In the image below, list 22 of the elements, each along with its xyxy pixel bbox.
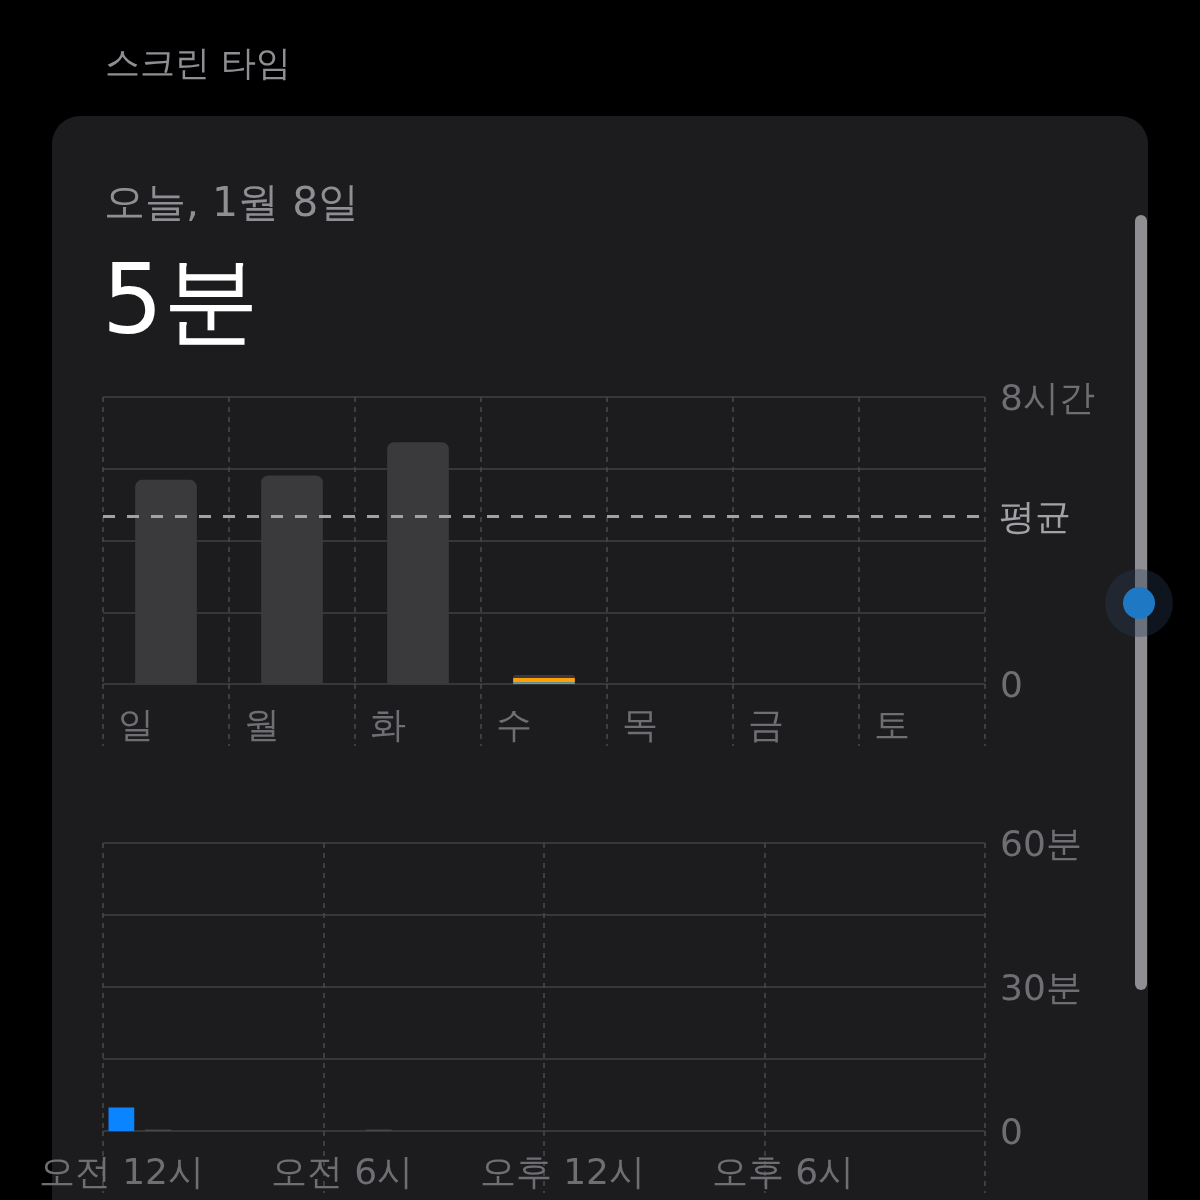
x-tick-label: 금 <box>748 703 784 745</box>
ref-line-label: 평균 <box>999 495 1071 537</box>
y-tick-label: 30분 <box>1000 966 1082 1008</box>
x-tick-label: 오후 6시 <box>711 1150 855 1192</box>
x-tick-label: 토 <box>874 703 910 745</box>
x-tick-label: 오후 12시 <box>479 1150 646 1192</box>
x-tick-label: 목 <box>622 703 658 745</box>
bar <box>513 677 575 683</box>
bar <box>513 675 575 678</box>
text: 5분 <box>102 244 260 356</box>
x-tick-label: 일 <box>118 703 154 745</box>
x-tick-label: 오전 12시 <box>38 1150 205 1192</box>
y-tick-label: 0 <box>1000 1110 1023 1152</box>
chart-subtitle: 오늘, 1월 8일 <box>104 178 360 228</box>
y-tick-label: 0 <box>1000 663 1023 705</box>
x-tick-label: 월 <box>244 703 280 745</box>
x-tick-label: 수 <box>496 703 532 745</box>
x-tick-label: 오전 6시 <box>270 1150 414 1192</box>
y-tick-label: 8시간 <box>1000 376 1095 418</box>
chart-title: 스크린 타임 <box>105 42 292 84</box>
y-tick-label: 60분 <box>1000 822 1082 864</box>
x-tick-label: 화 <box>370 703 406 745</box>
